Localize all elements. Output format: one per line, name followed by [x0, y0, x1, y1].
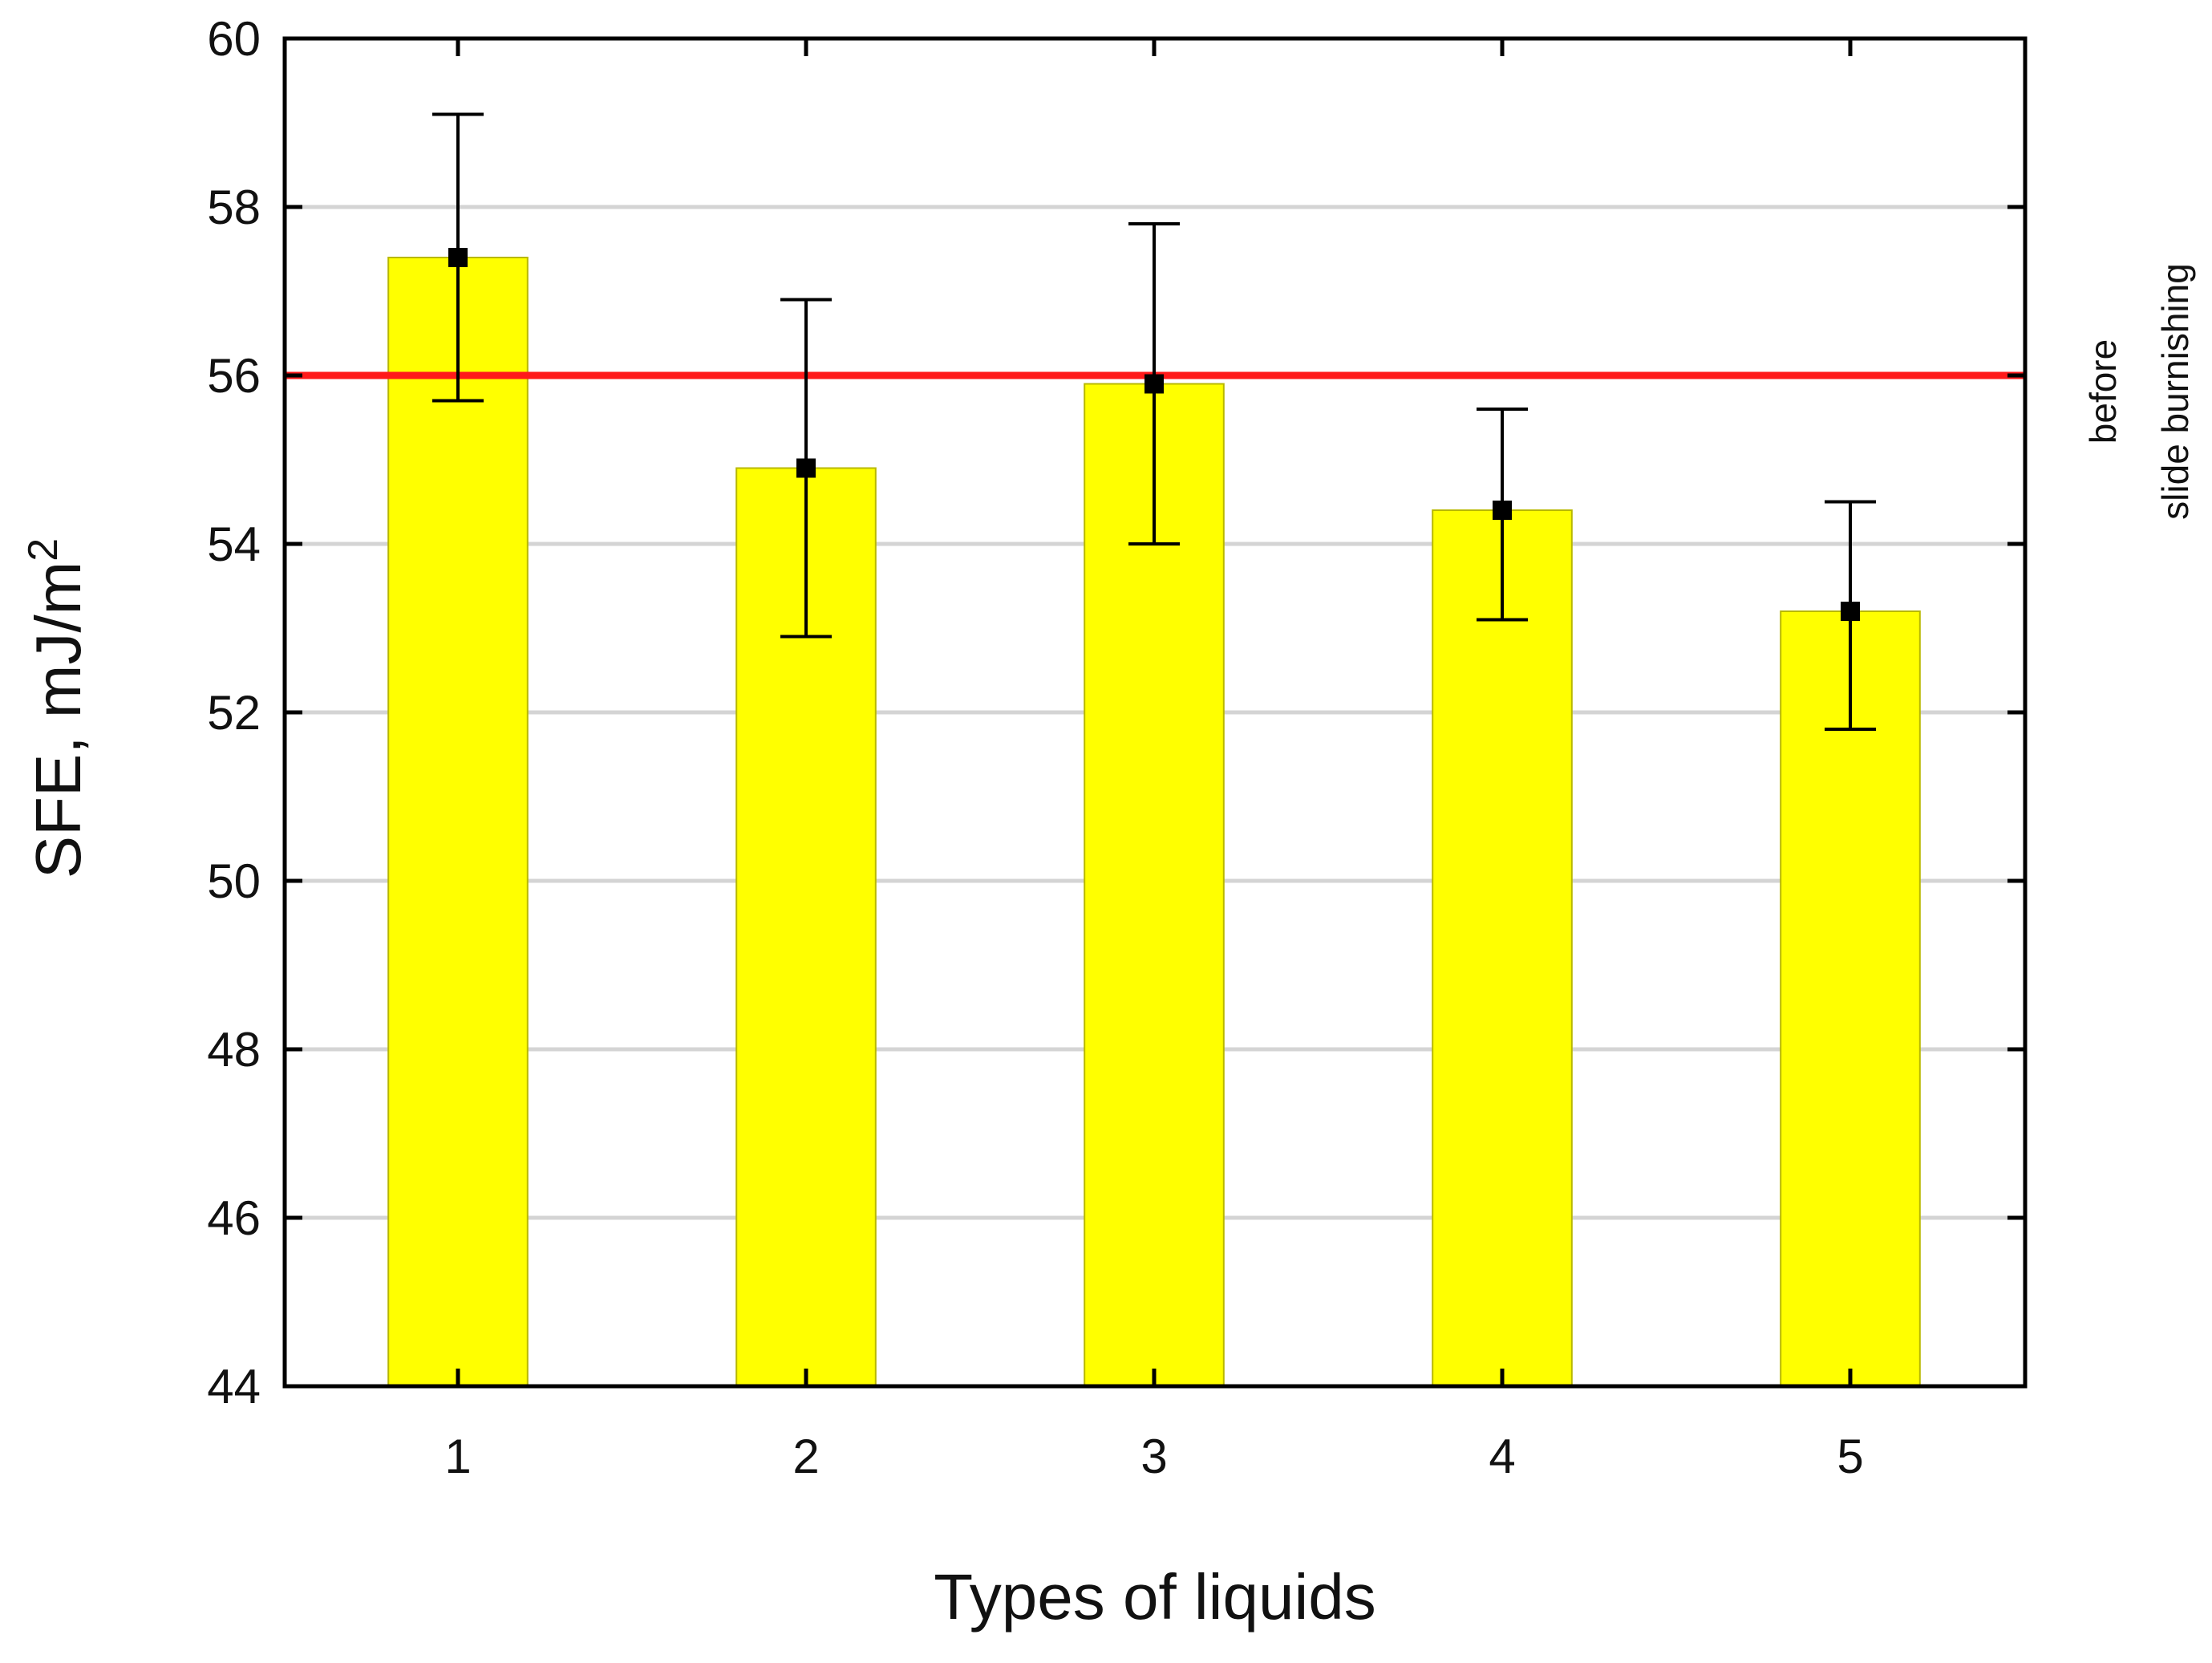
- mean-marker-1: [448, 248, 468, 267]
- mean-marker-3: [1144, 374, 1164, 394]
- y-axis-title-superscript: 2: [20, 538, 67, 562]
- x-axis-title: Types of liquids: [934, 1561, 1375, 1633]
- mean-marker-2: [796, 458, 816, 478]
- x-tick-label-1: 1: [444, 1430, 471, 1483]
- y-tick-label-52: 52: [207, 686, 261, 740]
- y-tick-label-54: 54: [207, 517, 261, 571]
- bar-3: [1084, 383, 1225, 1387]
- y-axis-title-text: SFE, mJ/m: [22, 562, 94, 879]
- y-tick-label-56: 56: [207, 349, 261, 403]
- mean-marker-4: [1493, 501, 1512, 520]
- y-tick-label-60: 60: [207, 12, 261, 66]
- y-tick-label-50: 50: [207, 854, 261, 908]
- bar-5: [1780, 610, 1921, 1387]
- bar-1: [387, 257, 529, 1387]
- axis-ticks: [285, 36, 2025, 1389]
- y-axis-title: SFE, mJ/m2: [20, 538, 94, 878]
- x-tick-label-2: 2: [792, 1430, 819, 1483]
- mean-marker-5: [1841, 602, 1860, 621]
- reference-label-line-2: slide burnishing: [2154, 263, 2196, 520]
- x-tick-label-5: 5: [1837, 1430, 1863, 1483]
- bar-4: [1432, 509, 1573, 1387]
- y-tick-label-48: 48: [207, 1023, 261, 1077]
- tick-labels: 44 46 48 50 52 54 56 58 60 1 2 3 4 5: [207, 12, 1863, 1483]
- x-tick-label-3: 3: [1140, 1430, 1167, 1483]
- y-tick-label-46: 46: [207, 1191, 261, 1245]
- x-tick-label-4: 4: [1489, 1430, 1515, 1483]
- error-bars: [432, 112, 1876, 731]
- reference-label-line-1: before: [2082, 339, 2124, 444]
- reference-line-label: before slide burnishing: [2082, 263, 2196, 520]
- y-tick-label-58: 58: [207, 180, 261, 234]
- y-tick-label-44: 44: [207, 1360, 261, 1414]
